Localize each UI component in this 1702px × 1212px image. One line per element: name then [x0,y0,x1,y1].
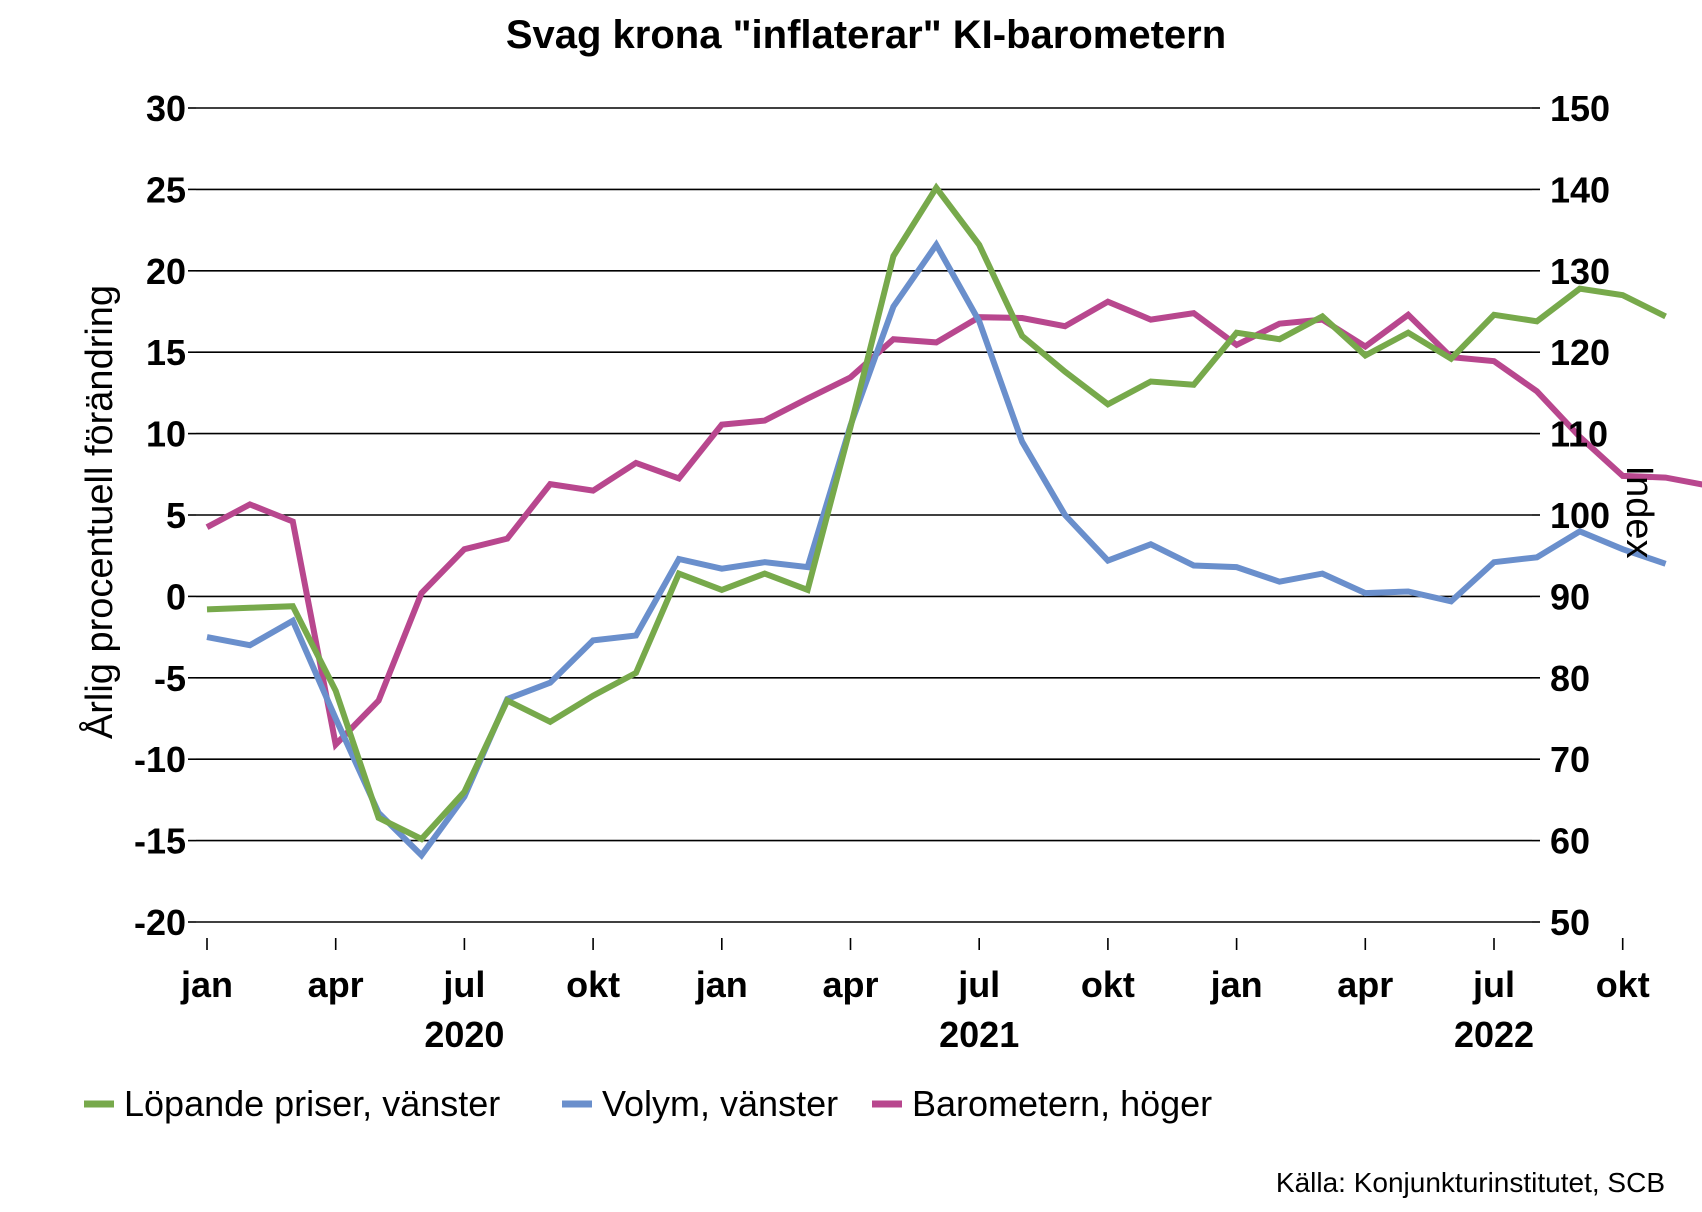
legend-label: Barometern, höger [912,1083,1212,1124]
x-year-label: 2022 [1454,1014,1534,1055]
left-y-tick-label: -10 [134,739,186,780]
right-y-tick-label: 90 [1550,576,1590,617]
x-tick-label: okt [566,964,620,1005]
legend-label: Volym, vänster [602,1083,838,1124]
axes [206,938,1624,950]
right-y-tick-label: 100 [1550,495,1610,536]
right-y-tick-label: 150 [1550,88,1610,129]
x-tick-label: jul [957,964,1000,1005]
x-tick-label: jul [442,964,485,1005]
left-y-tick-label: 5 [166,495,186,536]
right-y-tick-label: 130 [1550,251,1610,292]
left-y-tick-label: 15 [146,332,186,373]
right-y-tick-label: 70 [1550,739,1590,780]
right-y-tick-label: 60 [1550,821,1590,862]
series-line [206,239,1667,860]
left-y-tick-label: 30 [146,88,186,129]
series-lines [205,182,1702,860]
x-tick-label: jul [1472,964,1515,1005]
x-tick-label: okt [1081,964,1135,1005]
x-tick-label: okt [1596,964,1650,1005]
x-tick-label: jan [1210,964,1263,1005]
right-y-tick-label: 120 [1550,332,1610,373]
right-y-tick-label: 50 [1550,902,1590,943]
chart-title: Svag krona "inflaterar" KI-barometern [506,13,1226,57]
right-y-tick-labels: 150 140 130 120 110 100 90 80 70 60 50 [1550,88,1610,943]
x-year-labels: 2020 2021 2022 [424,1014,1534,1055]
left-y-tick-label: -20 [134,902,186,943]
right-axis-title: Index [1618,466,1660,559]
x-tick-label: jan [180,964,233,1005]
x-tick-label: apr [822,964,878,1005]
source-note: Källa: Konjunkturinstitutet, SCB [1276,1167,1665,1198]
right-y-tick-label: 140 [1550,169,1610,210]
x-tick-label: apr [1337,964,1393,1005]
left-axis-title: Årlig procentuell förändring [77,285,121,739]
left-y-tick-label: -5 [154,658,186,699]
right-y-tick-label: 80 [1550,658,1590,699]
left-y-tick-label: 10 [146,414,186,455]
left-y-tick-label: 0 [166,576,186,617]
x-tick-label: jan [695,964,748,1005]
x-year-label: 2020 [424,1014,504,1055]
x-year-label: 2021 [939,1014,1019,1055]
x-tick-labels: janaprjuloktjanaprjuloktjanaprjuloktjan [180,964,1650,1005]
left-y-tick-labels: 30 25 20 15 10 5 0 -5 -10 -15 -20 [134,88,186,943]
left-y-tick-label: -15 [134,821,186,862]
legend-label: Löpande priser, vänster [124,1083,500,1124]
series-line [206,182,1667,843]
gridlines [188,107,1540,923]
legend: Löpande priser, vänster Volym, vänster Bar… [84,1083,1212,1124]
right-y-tick-label: 110 [1550,414,1608,455]
left-y-tick-label: 20 [146,251,186,292]
left-y-tick-label: 25 [146,169,186,210]
x-tick-label: apr [308,964,364,1005]
